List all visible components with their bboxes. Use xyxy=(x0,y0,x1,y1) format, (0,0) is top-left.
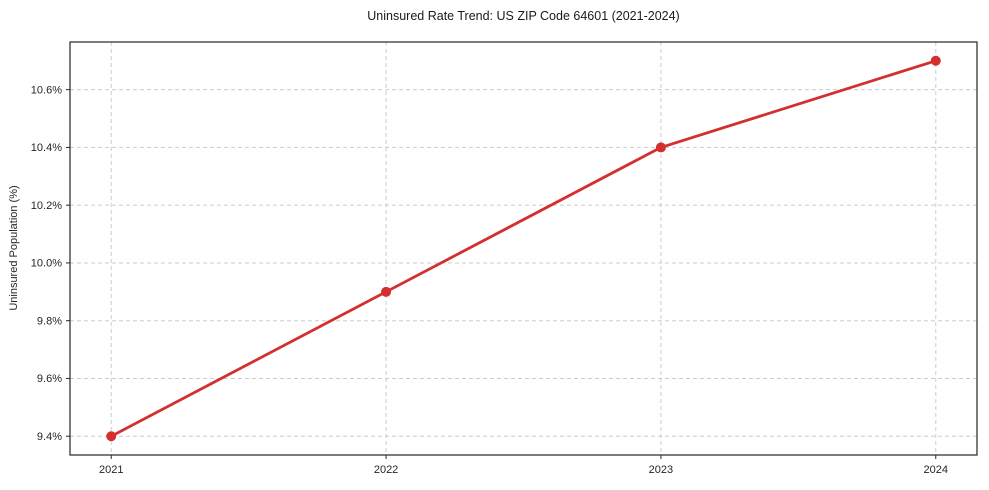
y-tick-label: 9.6% xyxy=(37,373,62,385)
data-point xyxy=(381,286,392,297)
y-tick-label: 10.6% xyxy=(31,84,62,96)
x-tick-label: 2021 xyxy=(99,464,123,476)
y-tick-label: 10.4% xyxy=(31,142,62,154)
chart-title: Uninsured Rate Trend: US ZIP Code 64601 … xyxy=(367,9,680,23)
trend-line xyxy=(109,59,938,438)
data-point xyxy=(655,142,666,153)
x-tick-label: 2024 xyxy=(924,464,948,476)
y-tick-label: 10.0% xyxy=(31,258,62,270)
y-tick-label: 10.2% xyxy=(31,200,62,212)
plot-frame xyxy=(69,41,978,456)
data-point xyxy=(930,55,941,66)
x-tick-label: 2023 xyxy=(649,464,673,476)
y-axis-label: Uninsured Population (%) xyxy=(8,185,20,311)
y-tick-label: 9.4% xyxy=(37,431,62,443)
data-point xyxy=(106,431,117,442)
x-tick-label: 2022 xyxy=(374,464,398,476)
y-tick-label: 9.8% xyxy=(37,315,62,327)
